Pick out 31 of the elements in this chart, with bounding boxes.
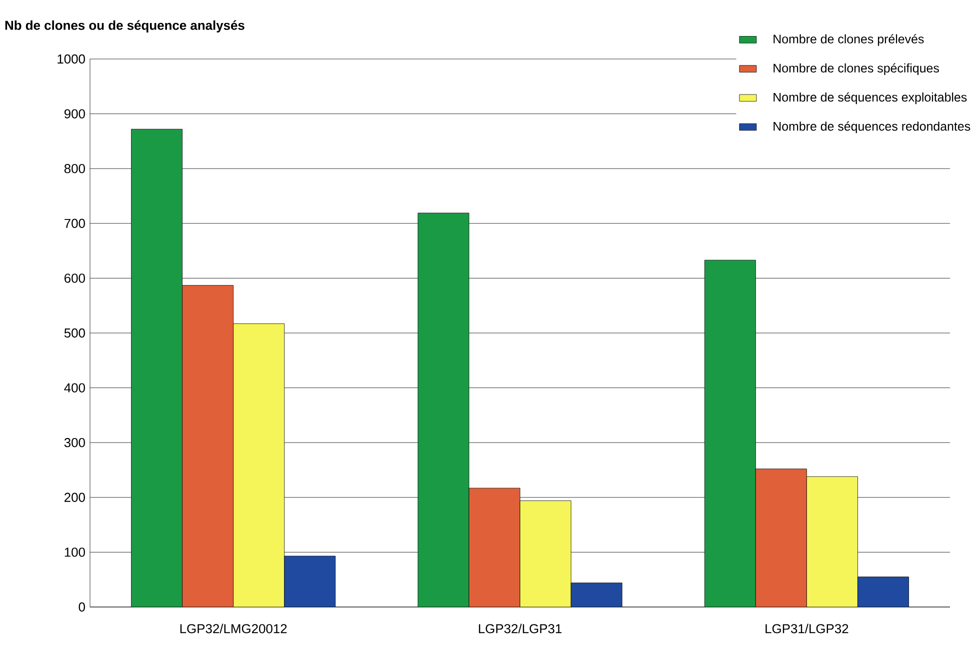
legend-label: Nombre de clones spécifiques [774,63,939,75]
legend-label: Nombre de clones prélevés [774,34,924,46]
bar [468,488,520,607]
y-tick-label: 1000 [58,54,85,64]
x-tick-label: LGP31/LGP32 [766,624,848,634]
bar [704,260,756,607]
legend-label: Nombre de séquences redondantes [774,121,970,134]
bar [418,212,470,607]
y-tick-label: 900 [64,109,85,118]
y-tick-label: 100 [64,548,85,557]
bar [182,285,234,607]
x-tick-label: LGP32/LMG20012 [180,624,287,634]
y-axis-title: Nb de clones ou de séquence analysés [5,20,244,32]
bar [806,476,858,607]
y-tick-label: 700 [64,218,85,228]
bar [755,468,807,607]
y-tick-label: 200 [64,492,85,502]
y-tick-label: 600 [64,274,85,283]
y-tick-label: 800 [64,164,85,174]
bar [284,556,336,607]
bar [520,500,572,607]
bar [233,323,285,607]
y-tick-label: 400 [64,383,85,392]
x-tick-label: LGP32/LGP31 [478,624,562,634]
bar [131,128,183,607]
y-tick-label: 0 [78,602,85,612]
legend-label: Nombre de séquences exploitables [774,92,967,104]
bar [570,582,622,607]
y-tick-label: 500 [64,328,85,338]
bar [858,576,909,607]
y-tick-label: 300 [64,438,85,448]
